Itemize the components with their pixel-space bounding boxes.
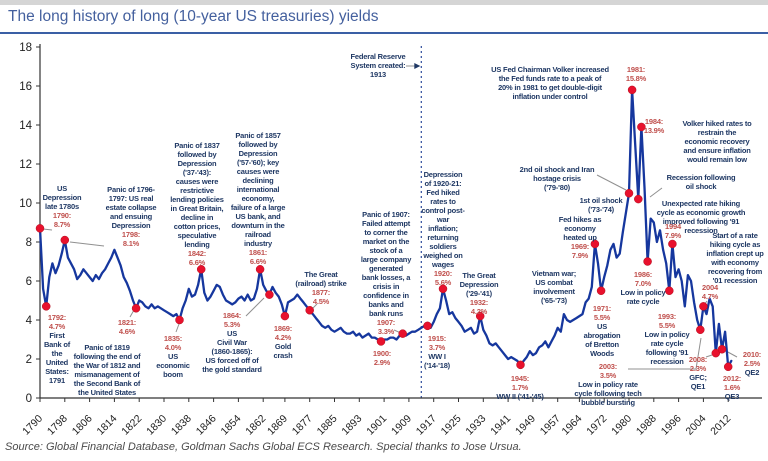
event-dot bbox=[717, 345, 727, 354]
title-underline bbox=[0, 32, 768, 34]
x-tick-label: 1806 bbox=[70, 413, 95, 438]
event-dot bbox=[696, 325, 705, 334]
event-dot bbox=[711, 348, 721, 358]
x-tick-label: 1941 bbox=[488, 413, 513, 438]
y-tick-label: 0 bbox=[26, 393, 32, 405]
event-dot bbox=[643, 257, 652, 266]
y-tick-label: 10 bbox=[19, 198, 32, 210]
y-tick-label: 6 bbox=[26, 276, 32, 288]
x-tick-label: 1972 bbox=[584, 413, 609, 438]
x-tick-label: 1893 bbox=[339, 413, 364, 438]
leader-line bbox=[69, 241, 105, 247]
event-dot bbox=[516, 360, 525, 370]
x-tick-label: 1949 bbox=[513, 413, 538, 438]
x-tick-label: 1901 bbox=[364, 413, 389, 438]
event-dot bbox=[376, 337, 386, 346]
event-dot bbox=[398, 329, 407, 338]
event-dot bbox=[627, 85, 637, 95]
x-tick-label: 1933 bbox=[463, 413, 488, 438]
y-tick-label: 12 bbox=[19, 159, 32, 171]
source-note: Source: Global Financial Database, Goldm… bbox=[5, 441, 522, 453]
x-tick-label: 1846 bbox=[194, 413, 219, 438]
x-tick-label: 1877 bbox=[290, 413, 315, 438]
event-dot bbox=[35, 224, 45, 233]
x-tick-label: 1988 bbox=[634, 413, 659, 438]
y-tick-label: 14 bbox=[19, 120, 32, 132]
x-tick-label: 1798 bbox=[45, 413, 70, 438]
event-dot bbox=[637, 122, 646, 132]
x-tick-label: 1925 bbox=[439, 413, 464, 438]
event-dot bbox=[624, 189, 634, 198]
fed-arrow-icon bbox=[414, 63, 421, 69]
event-dot bbox=[280, 311, 290, 321]
leader-line bbox=[42, 228, 53, 231]
y-tick-label: 18 bbox=[19, 42, 32, 54]
top-border bbox=[0, 0, 768, 5]
event-dot bbox=[590, 239, 600, 249]
event-dot bbox=[60, 235, 70, 245]
event-dot bbox=[438, 284, 448, 294]
page-title: The long history of long (10-year US tre… bbox=[8, 8, 379, 25]
event-dot bbox=[665, 286, 674, 295]
event-dot bbox=[305, 306, 314, 315]
leader-line bbox=[628, 337, 702, 370]
leader-line bbox=[649, 187, 663, 198]
leader-line bbox=[705, 354, 713, 358]
event-dot bbox=[255, 265, 265, 274]
y-tick-label: 16 bbox=[19, 81, 32, 93]
x-tick-label: 2012 bbox=[708, 413, 733, 438]
x-tick-label: 1790 bbox=[20, 413, 45, 438]
x-tick-label: 1980 bbox=[609, 413, 634, 438]
event-dot bbox=[131, 304, 141, 313]
x-tick-label: 1862 bbox=[243, 413, 268, 438]
x-tick-label: 1885 bbox=[315, 413, 340, 438]
event-dot bbox=[699, 302, 708, 311]
x-tick-label: 1869 bbox=[265, 413, 290, 438]
x-tick-label: 1814 bbox=[95, 413, 120, 438]
x-tick-label: 1917 bbox=[414, 413, 439, 438]
event-dot bbox=[196, 265, 206, 274]
x-tick-label: 1854 bbox=[219, 413, 244, 438]
event-dot bbox=[41, 302, 51, 311]
x-tick-label: 1838 bbox=[169, 413, 194, 438]
x-tick-label: 2004 bbox=[684, 413, 709, 438]
x-tick-label: 1830 bbox=[144, 413, 169, 438]
leader-line bbox=[175, 323, 180, 333]
y-tick-label: 8 bbox=[26, 237, 32, 249]
x-tick-label: 1822 bbox=[119, 413, 144, 438]
event-dot bbox=[423, 321, 432, 331]
x-tick-label: 1964 bbox=[560, 413, 585, 438]
event-dot bbox=[175, 315, 184, 325]
x-tick-label: 1957 bbox=[538, 413, 563, 438]
event-dot bbox=[596, 286, 606, 295]
event-dot bbox=[668, 239, 677, 249]
event-dot bbox=[723, 362, 733, 372]
x-tick-label: 1996 bbox=[659, 413, 684, 438]
yield-line bbox=[38, 88, 733, 368]
x-tick-label: 1909 bbox=[389, 413, 414, 438]
event-dot bbox=[265, 290, 274, 299]
y-tick-label: 4 bbox=[26, 315, 33, 327]
y-tick-label: 2 bbox=[26, 354, 32, 366]
event-dot bbox=[634, 194, 643, 204]
event-dot bbox=[475, 311, 485, 321]
leader-line bbox=[245, 297, 265, 317]
leader-line bbox=[596, 174, 627, 191]
